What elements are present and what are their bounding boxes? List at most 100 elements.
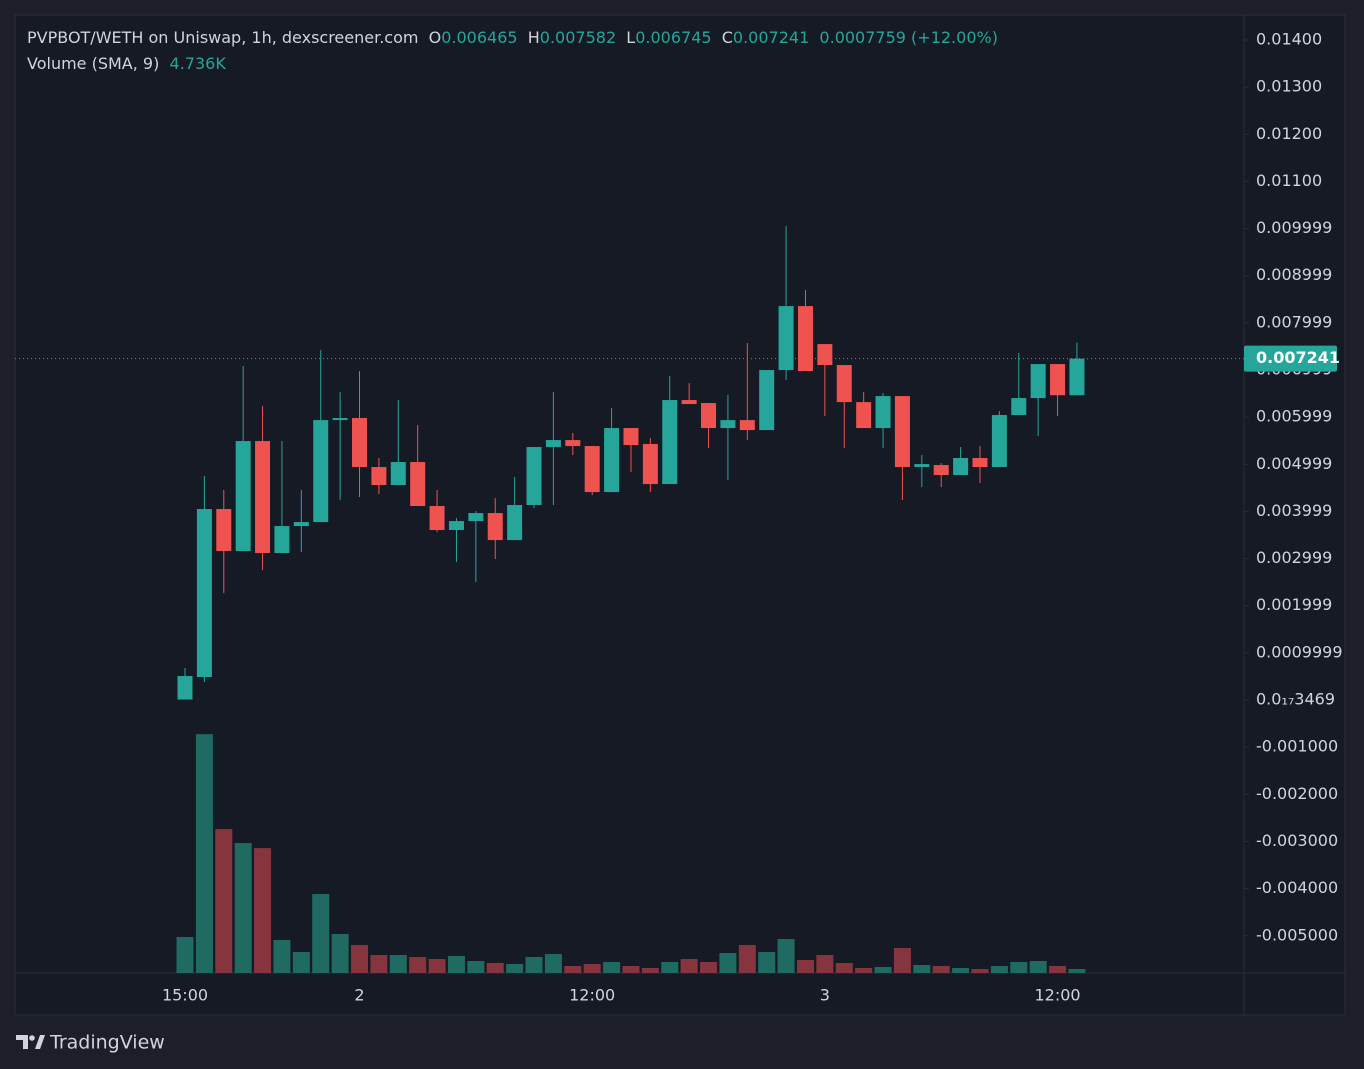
- volume-legend: Volume (SMA, 9) 4.736K: [27, 54, 226, 73]
- volume-bar: [971, 969, 989, 973]
- volume-bar: [738, 945, 756, 973]
- volume-bar: [622, 966, 640, 973]
- volume-bar: [234, 843, 252, 973]
- y-tick-label: 0.01200: [1256, 124, 1322, 143]
- volume-bar: [893, 948, 911, 973]
- candle-body: [410, 462, 426, 507]
- volume-bar: [758, 952, 776, 973]
- candle-body: [817, 344, 833, 366]
- y-tick-label: 0.01100: [1256, 171, 1322, 190]
- candle-body: [739, 420, 755, 431]
- candle-body: [894, 396, 910, 468]
- candle-body: [759, 370, 775, 431]
- candle-body: [875, 396, 891, 429]
- ohlc-value: 0.007582: [539, 28, 617, 47]
- volume-bar: [409, 957, 427, 973]
- candle-body: [526, 447, 542, 506]
- ohlc-label: C: [721, 28, 733, 47]
- candle-body: [584, 446, 600, 493]
- volume-bar: [855, 968, 873, 973]
- volume-bar: [525, 957, 543, 973]
- candle-body: [1030, 364, 1046, 399]
- volume-bar: [389, 955, 407, 973]
- candle-body: [681, 400, 697, 405]
- volume-bar: [952, 968, 970, 973]
- volume-bar: [544, 954, 562, 973]
- y-tick-label: 0.0₁₇3469: [1256, 690, 1335, 709]
- candle-body: [545, 440, 561, 448]
- candle-body: [235, 441, 251, 552]
- candle-body: [720, 420, 736, 429]
- volume-bar: [777, 939, 795, 973]
- volume-bar: [292, 952, 310, 973]
- x-tick-label: 12:00: [569, 986, 615, 1005]
- volume-bar: [796, 960, 814, 973]
- ohlc-value: 0.006465: [441, 28, 518, 47]
- candle-body: [797, 306, 813, 372]
- volume-bar: [1029, 961, 1047, 973]
- candle-body: [1069, 358, 1085, 396]
- candle-body: [216, 509, 232, 552]
- candle-body: [836, 365, 852, 403]
- ohlc-label: H: [527, 28, 540, 47]
- candle-body: [856, 402, 872, 429]
- candle-body: [274, 526, 290, 554]
- candle-body: [429, 506, 445, 531]
- volume-bar: [700, 962, 718, 973]
- volume-bar: [254, 848, 272, 973]
- candle-body: [662, 400, 678, 485]
- volume-sma: 4.736K: [169, 54, 226, 73]
- volume-bar: [816, 955, 834, 973]
- y-tick-label: 0.0009999: [1256, 642, 1343, 661]
- y-tick-label: 0.001999: [1256, 595, 1332, 614]
- volume-label: Volume (SMA, 9): [27, 54, 160, 73]
- volume-bar: [874, 967, 892, 973]
- candle-body: [972, 458, 988, 468]
- candle-body: [933, 465, 949, 476]
- candle-body: [507, 505, 523, 541]
- legend-title: PVPBOT/WETH on Uniswap, 1h, dexscreener.…: [27, 28, 419, 47]
- tradingview-logo: [16, 1035, 45, 1049]
- ohlc-value: 0.006745: [635, 28, 712, 47]
- ohlc-label: O: [428, 28, 442, 47]
- candle-body: [448, 521, 464, 531]
- change-pct: (+12.00%): [911, 28, 998, 47]
- chart-frame: [14, 14, 1346, 1016]
- volume-bar: [835, 963, 853, 973]
- volume-bar: [447, 956, 465, 973]
- y-tick-label: 0.002999: [1256, 548, 1332, 567]
- y-tick-label: 0.009999: [1256, 218, 1332, 237]
- price-label-bg: [1244, 345, 1337, 372]
- ohlc-label: L: [626, 28, 636, 47]
- x-tick-label: 2: [354, 986, 364, 1005]
- volume-bar: [486, 963, 504, 973]
- y-tick-label: 0.008999: [1256, 265, 1332, 284]
- volume-bar: [990, 966, 1008, 973]
- volume-bar: [273, 940, 291, 973]
- volume-bar: [641, 968, 659, 973]
- volume-bar: [932, 966, 950, 973]
- candle-body: [487, 513, 503, 541]
- y-tick-label: 0.01400: [1256, 29, 1322, 48]
- y-tick-label: -0.002000: [1256, 784, 1338, 803]
- volume-bar: [312, 894, 330, 973]
- volume-bar: [176, 937, 194, 973]
- candle-body: [196, 509, 212, 678]
- candle-body: [1011, 398, 1027, 416]
- change: 0.0007759: [819, 28, 906, 47]
- candle-body: [991, 415, 1007, 468]
- candle-body: [313, 420, 329, 523]
- volume-bar: [719, 953, 737, 973]
- y-tick-label: 0.003999: [1256, 501, 1332, 520]
- volume-bar: [913, 965, 931, 973]
- candle-body: [255, 441, 271, 554]
- candle-body: [352, 418, 368, 468]
- volume-bar: [661, 962, 679, 973]
- volume-bar: [428, 959, 446, 973]
- y-tick-label: 0.005999: [1256, 407, 1332, 426]
- candle-body: [623, 428, 639, 446]
- volume-bar: [215, 829, 233, 973]
- candle-body: [468, 513, 484, 522]
- candle-body: [1050, 364, 1066, 396]
